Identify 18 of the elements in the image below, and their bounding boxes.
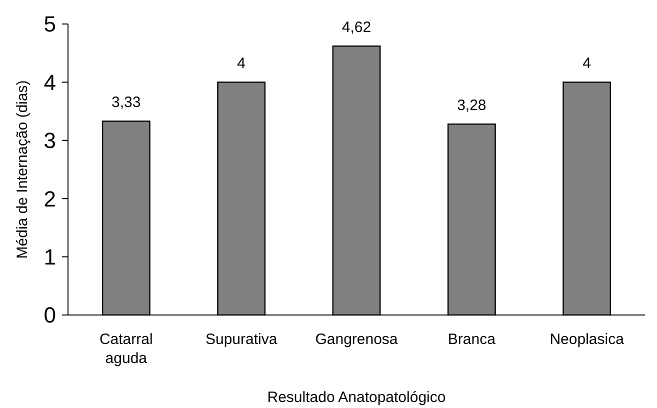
data-label: 4 (237, 55, 246, 72)
data-label: 4 (582, 55, 592, 72)
y-tick-label: 3 (44, 128, 56, 154)
data-label: 3,28 (457, 97, 486, 114)
data-label: 4,62 (342, 19, 372, 36)
y-tick-label: 0 (44, 302, 56, 328)
x-tick-label: Neoplasica (550, 331, 625, 348)
x-tick-label: Gangrenosa (315, 331, 398, 348)
x-tick-label: Catarral aguda (99, 331, 153, 367)
y-tick-label: 1 (44, 244, 56, 270)
x-tick-label: Supurativa (205, 331, 278, 348)
x-axis-title: Resultado Anatopatológico (267, 389, 446, 406)
y-tick-label: 4 (44, 70, 56, 95)
x-tick-label: Branca (448, 331, 496, 348)
y-tick-label: 5 (44, 12, 56, 37)
y-axis-title: Média de Internação (dias) (14, 80, 31, 259)
data-label: 3,33 (112, 94, 141, 112)
y-tick-label: 2 (44, 186, 56, 212)
